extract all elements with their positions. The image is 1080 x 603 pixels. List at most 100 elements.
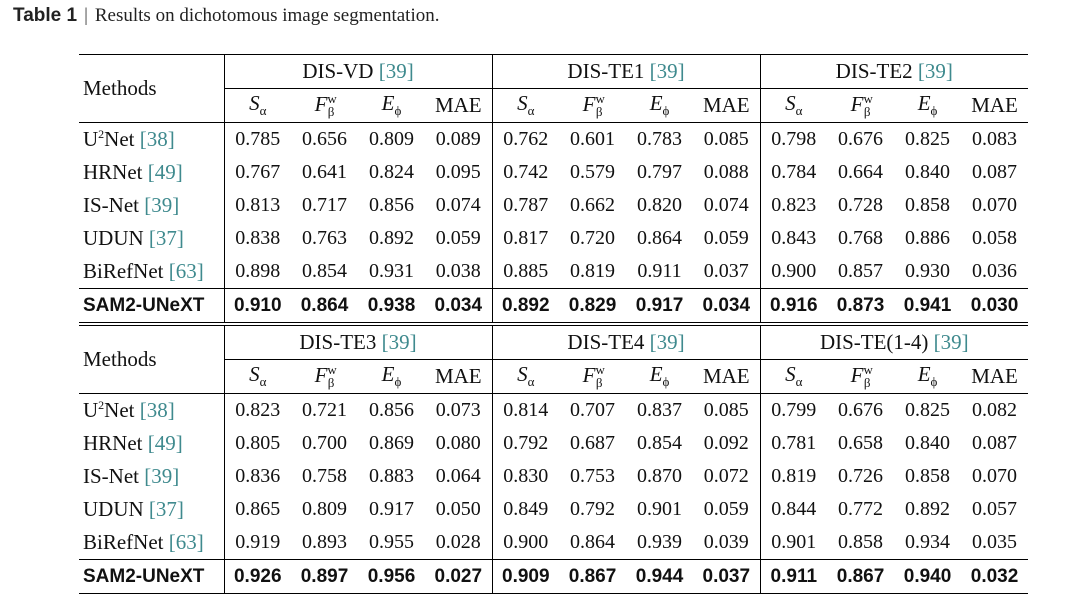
value-cell: 0.836 xyxy=(235,465,281,487)
dataset-name: DIS-VD xyxy=(302,59,379,83)
method-citation: [63] xyxy=(168,530,204,554)
value-cell: 0.028 xyxy=(435,531,481,553)
value-cell: 0.089 xyxy=(425,122,493,156)
value-cell: 0.058 xyxy=(972,227,1018,249)
value-cell: 0.864 xyxy=(291,288,358,324)
method-citation: [63] xyxy=(168,259,204,283)
method-label: SAM2-UNeXT xyxy=(83,294,205,316)
metric-symbol: F xyxy=(314,362,328,387)
method-label: HRNet xyxy=(83,431,143,455)
dataset-name: DIS-TE3 xyxy=(299,330,382,354)
value-cell: 0.805 xyxy=(235,432,281,454)
metric-header: MAE xyxy=(971,93,1018,117)
metric-subscript: β xyxy=(863,104,871,120)
value-cell: 0.059 xyxy=(435,227,481,249)
metric-symbol: F xyxy=(850,362,864,387)
method-label: HRNet xyxy=(83,160,143,184)
value-cell: 0.930 xyxy=(905,260,951,282)
method-label-rest: Net xyxy=(104,398,135,422)
value-cell: 0.940 xyxy=(894,559,962,594)
method-citation: [37] xyxy=(148,226,184,250)
dataset-name: DIS-TE1 xyxy=(567,59,650,83)
value-cell: 0.087 xyxy=(972,161,1018,183)
value-cell: 0.817 xyxy=(491,222,560,255)
value-cell: 0.854 xyxy=(637,432,683,454)
metric-header: Sα xyxy=(759,359,828,394)
value-cell: 0.820 xyxy=(637,194,683,216)
value-cell: 0.742 xyxy=(491,156,560,189)
value-cell: 0.070 xyxy=(972,194,1018,216)
table-row: U2Net [38] 0.785 0.656 0.809 0.089 0.762 0.601… xyxy=(79,122,1029,156)
caption-separator: | xyxy=(84,5,88,26)
value-cell: 0.886 xyxy=(905,227,951,249)
metric-symbol: F xyxy=(850,91,864,116)
value-cell: 0.856 xyxy=(369,194,414,216)
methods-header: Methods xyxy=(79,54,225,123)
dataset-group-header: DIS-TE2 [39] xyxy=(759,54,1029,89)
method-label: IS-Net xyxy=(83,193,139,217)
dataset-group-header: DIS-VD [39] xyxy=(224,54,493,89)
metric-subscript: β xyxy=(327,375,335,391)
method-label-rest: Net xyxy=(104,127,135,151)
value-cell: 0.892 xyxy=(905,498,951,520)
method-label: IS-Net xyxy=(83,464,139,488)
value-cell: 0.085 xyxy=(693,393,761,427)
metric-subscript: ϕ xyxy=(662,103,670,119)
metric-header: MAE xyxy=(434,364,482,388)
method-citation: [37] xyxy=(148,497,184,521)
value-cell: 0.813 xyxy=(235,194,281,216)
metric-symbol: F xyxy=(582,91,596,116)
value-cell: 0.864 xyxy=(637,227,683,249)
metric-symbol: S xyxy=(249,362,260,387)
value-cell: 0.641 xyxy=(302,161,347,183)
value-cell: 0.050 xyxy=(435,498,481,520)
metric-symbol: F xyxy=(582,362,596,387)
value-cell: 0.579 xyxy=(570,161,616,183)
value-cell: 0.038 xyxy=(435,260,481,282)
table-caption: Table 1 | Results on dichotomous image seg… xyxy=(13,5,439,27)
value-cell: 0.080 xyxy=(435,432,481,454)
value-cell: 0.768 xyxy=(838,227,884,249)
value-cell: 0.858 xyxy=(838,531,884,553)
value-cell: 0.819 xyxy=(570,260,616,282)
value-cell: 0.838 xyxy=(235,227,281,249)
results-table: Methods DIS-VD [39] DIS-TE1 [39] DIS-TE2 [3… xyxy=(79,54,1029,594)
value-cell: 0.910 xyxy=(224,288,291,324)
metric-header: Eϕ xyxy=(626,89,693,123)
value-cell: 0.939 xyxy=(637,531,683,553)
value-cell: 0.916 xyxy=(759,288,828,324)
value-cell: 0.792 xyxy=(570,498,616,520)
method-name: SAM2-UNeXT xyxy=(79,288,225,324)
metric-header: Sα xyxy=(491,88,560,123)
metric-superscript: w xyxy=(863,90,873,106)
table-row: IS-Net [39] 0.813 0.717 0.856 0.074 0.787 0.66… xyxy=(79,189,1028,222)
method-superscript: 2 xyxy=(98,127,105,141)
metric-header: Eϕ xyxy=(626,360,693,394)
value-cell: 0.720 xyxy=(570,227,616,249)
method-name: IS-Net [39] xyxy=(79,189,225,222)
value-cell: 0.728 xyxy=(838,194,884,216)
value-cell: 0.037 xyxy=(703,260,749,282)
value-cell: 0.892 xyxy=(491,288,560,324)
table-row: U2Net [38] 0.823 0.721 0.856 0.073 0.814 0.707… xyxy=(79,393,1029,427)
method-label: BiRefNet xyxy=(83,259,164,283)
table-label: Table 1 xyxy=(13,5,78,26)
metric-subscript: ϕ xyxy=(930,103,938,119)
metric-subscript: ϕ xyxy=(930,374,938,390)
value-cell: 0.858 xyxy=(905,194,951,216)
metric-subscript: β xyxy=(595,375,603,391)
metric-superscript: w xyxy=(595,361,605,377)
metric-superscript: w xyxy=(595,90,605,106)
value-cell: 0.798 xyxy=(759,122,828,156)
method-label: UDUN xyxy=(83,226,144,250)
value-cell: 0.885 xyxy=(491,255,560,289)
value-cell: 0.867 xyxy=(827,559,895,594)
value-cell: 0.726 xyxy=(838,465,884,487)
metric-superscript: w xyxy=(327,361,337,377)
value-cell: 0.844 xyxy=(759,493,828,526)
value-cell: 0.824 xyxy=(369,161,414,183)
metric-header: Fwβ xyxy=(827,360,894,394)
metric-header-row: Sα Fwβ Eϕ MAE Sα Fwβ Eϕ MAE Sα Fwβ Eϕ MAE xyxy=(79,359,1028,394)
metric-header: Sα xyxy=(224,360,291,394)
dataset-citation: [39] xyxy=(917,59,953,83)
